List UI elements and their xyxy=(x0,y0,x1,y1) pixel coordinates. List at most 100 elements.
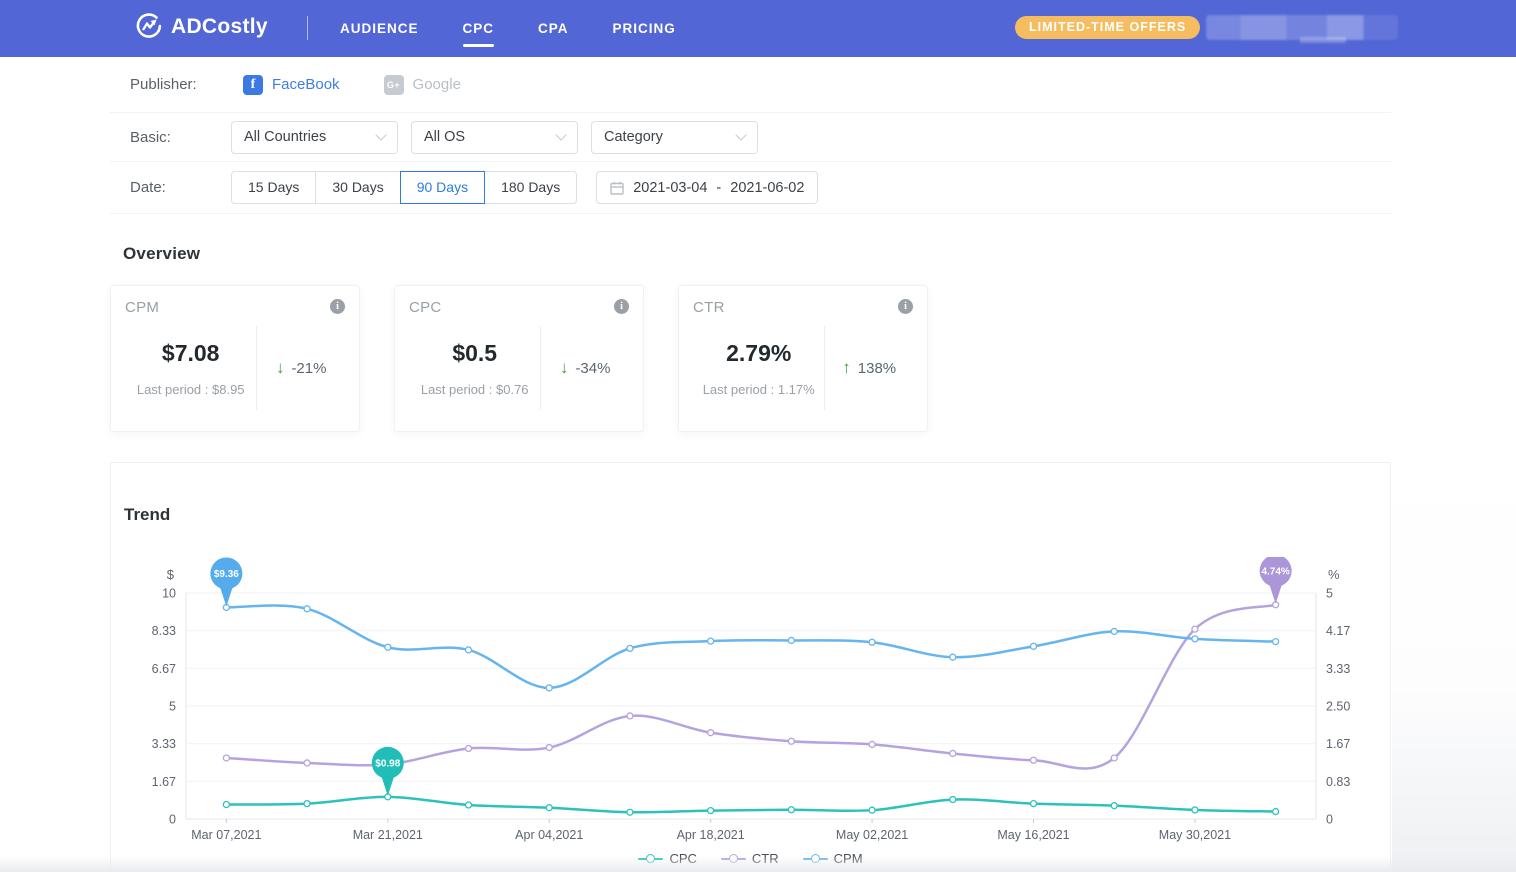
ctr-point xyxy=(1191,625,1199,633)
facebook-icon: f xyxy=(243,74,263,95)
ctr-card: CTR i 2.79% Last period : 1.17% ↑ 138% xyxy=(678,285,928,432)
ctr-point xyxy=(303,759,311,767)
cpc-point xyxy=(868,806,876,814)
trend-chart[interactable]: 0 1.67 3.33 5 6.67 8.33 10 0 0.83 1.67 2.50 3.33 4.1… xyxy=(111,557,1391,849)
left-axis-tick: 3.33 xyxy=(152,737,176,751)
country-select[interactable]: All Countries xyxy=(231,120,398,154)
range-90-days-button[interactable]: 90 Days xyxy=(399,171,486,204)
ctr-point xyxy=(626,712,634,720)
nav-cpa[interactable]: CPA xyxy=(538,21,569,36)
cpm-point xyxy=(303,605,311,613)
cpm-point xyxy=(868,638,876,646)
header-divider xyxy=(307,16,308,40)
cpm-annotation-balloon: $9.36 xyxy=(210,557,243,607)
brand-logo[interactable]: ADCostly xyxy=(135,13,268,41)
ctr-card-title: CTR xyxy=(693,299,725,316)
date-label: Date: xyxy=(130,179,166,196)
cpm-last-period: Last period : $8.95 xyxy=(136,381,245,397)
info-icon[interactable]: i xyxy=(898,299,913,314)
info-icon[interactable]: i xyxy=(330,299,345,314)
os-select[interactable]: All OS xyxy=(411,120,578,154)
nav-pricing[interactable]: PRICING xyxy=(612,21,676,36)
nav-audience[interactable]: AUDIENCE xyxy=(340,21,419,36)
ctr-change: 138% xyxy=(857,359,897,377)
cpc-point xyxy=(303,799,311,808)
left-axis-tick: 6.67 xyxy=(152,662,176,676)
left-axis-tick: 0 xyxy=(169,813,176,827)
right-axis-tick: 5 xyxy=(1326,587,1333,601)
ctr-point xyxy=(464,744,473,753)
right-axis-tick: 1.67 xyxy=(1326,737,1350,751)
publisher-facebook[interactable]: f FaceBook xyxy=(243,74,340,95)
date-range-picker[interactable]: 2021-03-04 - 2021-06-02 xyxy=(596,171,819,204)
x-axis-label: Apr 18,2021 xyxy=(677,828,745,842)
ctr-point xyxy=(949,749,957,758)
cpc-annotation-balloon: $0.98 xyxy=(371,746,404,796)
cpc-point xyxy=(626,808,634,816)
trend-card: Trend 0 1.67 3.33 5 6.67 8.33 10 0 0.83 1.67 2.50 3… xyxy=(110,462,1391,872)
nav-cpc[interactable]: CPC xyxy=(462,0,495,57)
right-gutter xyxy=(1392,462,1516,872)
range-30-days-button[interactable]: 30 Days xyxy=(315,171,401,204)
user-account-redacted-detail xyxy=(1300,37,1346,43)
cpm-point xyxy=(1191,635,1199,643)
top-navbar: ADCostly AUDIENCE CPC CPA PRICING LIMITE… xyxy=(0,0,1516,57)
card-divider xyxy=(256,326,258,410)
cpm-point xyxy=(464,646,473,654)
info-icon[interactable]: i xyxy=(614,299,629,314)
cpm-point xyxy=(545,684,553,692)
ctr-value: 2.79% xyxy=(726,339,792,366)
date-separator: - xyxy=(716,179,722,196)
category-select[interactable]: Category xyxy=(591,120,758,154)
cpm-point xyxy=(706,637,715,645)
main-nav: AUDIENCE CPC CPA PRICING xyxy=(340,0,676,57)
right-axis-tick: 2.50 xyxy=(1326,700,1350,714)
right-axis-unit: % xyxy=(1328,567,1340,582)
svg-text:$9.36: $9.36 xyxy=(214,569,239,580)
cpm-change: -21% xyxy=(291,359,327,377)
google-plus-icon: G+ xyxy=(383,74,404,95)
date-range-button-group: 15 Days 30 Days 90 Days 180 Days xyxy=(231,171,578,204)
x-axis-label: Mar 21,2021 xyxy=(353,828,423,842)
category-select-value: Category xyxy=(604,129,663,145)
left-axis-tick: 5 xyxy=(169,700,176,714)
overview-title: Overview xyxy=(123,244,201,263)
limited-time-offers-button[interactable]: LIMITED-TIME OFFERS xyxy=(1015,16,1201,39)
right-axis-tick: 0.83 xyxy=(1326,775,1350,789)
country-select-value: All Countries xyxy=(244,129,327,145)
ctr-annotation-balloon: 4.74% xyxy=(1259,557,1292,604)
card-divider xyxy=(824,326,826,410)
right-axis-tick: 3.33 xyxy=(1326,662,1350,676)
cpm-card: CPM i $7.08 Last period : $8.95 ↓ -21% xyxy=(110,285,360,432)
cpm-point xyxy=(1110,627,1118,636)
basic-row: Basic: All Countries All OS Category xyxy=(110,113,1391,162)
x-axis-label: May 02,2021 xyxy=(836,828,908,842)
range-180-days-button[interactable]: 180 Days xyxy=(484,171,578,204)
chevron-down-icon xyxy=(555,129,567,141)
ctr-point xyxy=(868,740,876,749)
cpc-last-period: Last period : $0.76 xyxy=(420,381,529,397)
os-select-value: All OS xyxy=(424,129,466,145)
cpm-point xyxy=(626,644,634,653)
left-axis-tick: 1.67 xyxy=(152,775,176,789)
ctr-last-period: Last period : 1.17% xyxy=(702,381,815,397)
ctr-point xyxy=(706,729,715,737)
publisher-row: Publisher: f FaceBook G+ Google xyxy=(110,57,1391,113)
cpm-value: $7.08 xyxy=(161,339,220,366)
calendar-icon xyxy=(610,181,624,195)
publisher-google[interactable]: G+ Google xyxy=(383,74,461,95)
user-account-redacted[interactable] xyxy=(1206,15,1398,40)
ctr-point xyxy=(545,743,553,752)
cpc-point xyxy=(949,795,957,804)
cpm-point xyxy=(949,653,957,661)
x-axis-label: Mar 07,2021 xyxy=(191,828,261,842)
arrow-up-icon: ↑ xyxy=(842,358,851,377)
svg-text:4.74%: 4.74% xyxy=(1261,566,1289,577)
date-start: 2021-03-04 xyxy=(633,179,708,196)
range-15-days-button[interactable]: 15 Days xyxy=(231,171,317,204)
left-axis-tick: 10 xyxy=(162,587,176,601)
cpc-point xyxy=(464,801,473,809)
cpc-point xyxy=(222,800,231,809)
cpc-line xyxy=(226,795,1276,814)
